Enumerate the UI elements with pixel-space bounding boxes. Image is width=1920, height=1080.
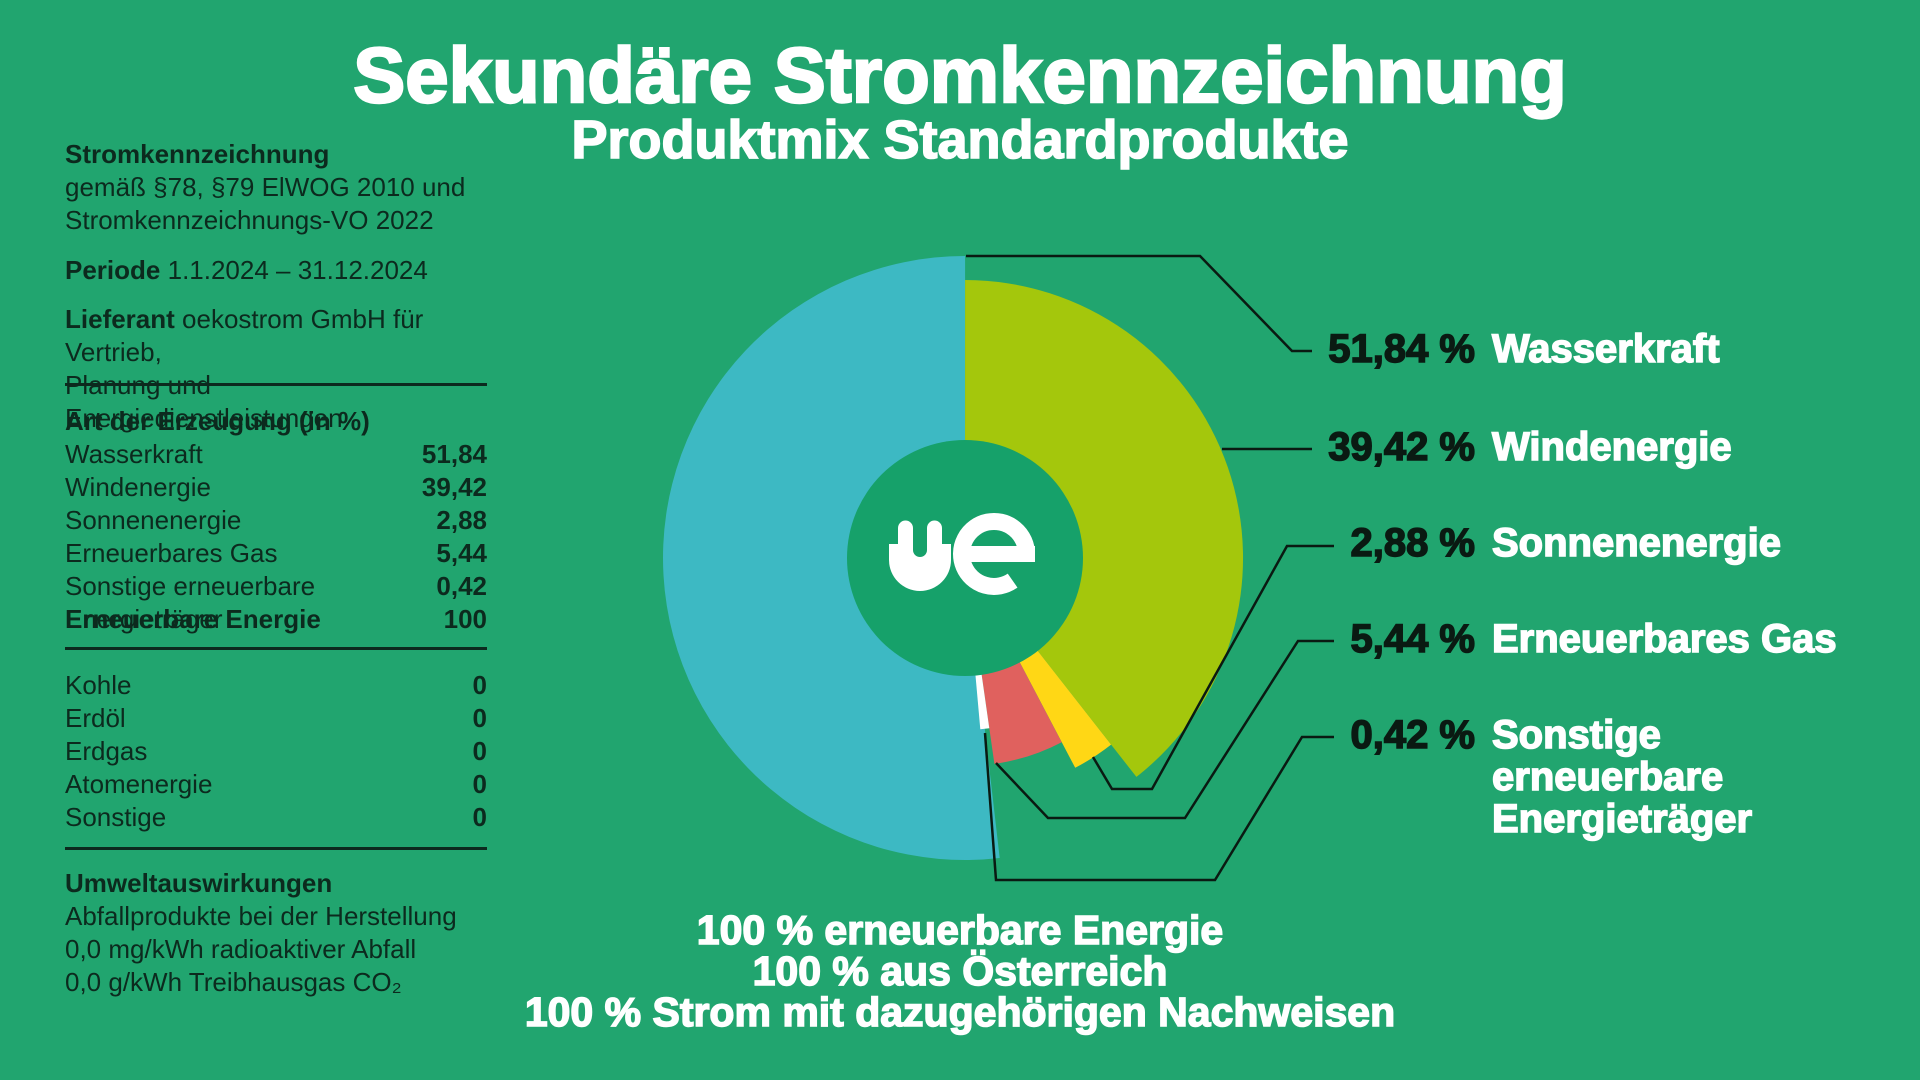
callout-label: Wasserkraft <box>1491 327 1720 371</box>
footer-claims: 100 % erneuerbare Energie 100 % aus Öste… <box>0 907 1920 1035</box>
row-value: 0 <box>472 736 487 766</box>
table-row: Wasserkraft 51,84 <box>65 438 487 471</box>
row-label: Erneuerbares Gas <box>65 538 278 568</box>
callout-label: Erneuerbares Gas <box>1491 617 1837 661</box>
fossil-table: Kohle 0 Erdöl 0 Erdgas 0 Atomenergie 0 S… <box>65 669 487 834</box>
donut-slice-wasserkraft <box>663 255 1000 860</box>
row-value: 100 <box>443 604 487 634</box>
row-value: 0,42 <box>436 571 487 601</box>
row-label: Kohle <box>65 670 132 700</box>
table-row: Erneuerbares Gas 5,44 <box>65 537 487 570</box>
row-value: 39,42 <box>421 472 487 502</box>
umwelt-line-3: 0,0 g/kWh Treibhausgas CO₂ <box>65 967 402 997</box>
callout-row-erneuerbares-gas: 5,44 % Erneuerbares Gas <box>1300 617 1838 661</box>
separator <box>65 847 487 850</box>
production-table-heading: Art der Erzeugung (in %) <box>65 406 370 436</box>
row-value: 0 <box>472 703 487 733</box>
row-label: Erneuerbare Energie <box>65 604 321 634</box>
panel-section-umwelt: Umweltauswirkungen Abfallprodukte bei de… <box>65 867 487 999</box>
periode-label: Periode <box>65 255 161 285</box>
claim-line-2: 100 % aus Österreich <box>752 948 1168 994</box>
row-label: Erdgas <box>65 736 148 766</box>
row-label: Wasserkraft <box>65 439 203 469</box>
donut-slice-windenergie <box>965 280 1244 777</box>
row-value: 0 <box>472 670 487 700</box>
row-label: Erdöl <box>65 703 126 733</box>
table-row: Sonnenenergie 2,88 <box>65 504 487 537</box>
table-row-total: Erneuerbare Energie 100 <box>65 603 487 636</box>
callout-value: 5,44 % <box>1350 617 1476 661</box>
law-line-2: Stromkennzeichnungs-VO 2022 <box>65 205 434 235</box>
callout-label: Sonstige erneuerbare Energieträger <box>1491 713 1753 841</box>
table-row: Sonstige 0 <box>65 801 487 834</box>
row-label: Windenergie <box>65 472 211 502</box>
donut-slices <box>663 255 1244 860</box>
separator <box>65 383 487 386</box>
panel-section-law: Stromkennzeichnung gemäß §78, §79 ElWOG … <box>65 138 487 237</box>
callout-row-windenergie: 39,42 % Windenergie <box>1300 425 1732 469</box>
row-value: 0 <box>472 769 487 799</box>
plug-icon <box>889 520 951 591</box>
page-title: Sekundäre Stromkennzeichnung <box>352 31 1568 119</box>
lieferant-label: Lieferant <box>65 304 175 334</box>
callout-label: Windenergie <box>1491 425 1732 469</box>
umwelt-line-2: 0,0 mg/kWh radioaktiver Abfall <box>65 934 417 964</box>
leader-line-erneuerbares-gas <box>995 639 1334 820</box>
row-value: 5,44 <box>436 538 487 568</box>
umwelt-heading: Umweltauswirkungen <box>65 868 333 898</box>
callout-row-sonnenenergie: 2,88 % Sonnenenergie <box>1300 521 1782 565</box>
table-row: Erdöl 0 <box>65 702 487 735</box>
row-value: 51,84 <box>421 439 487 469</box>
page-subtitle: Produktmix Standardprodukte <box>571 110 1350 170</box>
leader-line-sonnenenergie <box>1091 544 1334 791</box>
periode-value: 1.1.2024 – 31.12.2024 <box>167 255 428 285</box>
panel-heading: Stromkennzeichnung <box>65 139 330 169</box>
umwelt-line-1: Abfallprodukte bei der Herstellung <box>65 901 457 931</box>
letter-e-icon <box>953 512 1035 595</box>
row-value: 0 <box>472 802 487 832</box>
law-line-1: gemäß §78, §79 ElWOG 2010 und <box>65 172 466 202</box>
claim-line-3: 100 % Strom mit dazugehörigen Nachweisen <box>524 989 1396 1035</box>
claim-line-1: 100 % erneuerbare Energie <box>696 907 1224 953</box>
row-label: Atomenergie <box>65 769 213 799</box>
leader-line-sonstige <box>983 732 1334 882</box>
callout-label: Sonnenenergie <box>1491 521 1781 565</box>
callout-row-sonstige: 0,42 % Sonstige erneuerbare Energieträge… <box>1300 713 1753 841</box>
row-label: Sonnenenergie <box>65 505 242 535</box>
row-value: 2,88 <box>436 505 487 535</box>
table-row: Erdgas 0 <box>65 735 487 768</box>
leader-lines <box>966 254 1334 882</box>
letter-e-crossbar <box>957 546 1035 562</box>
panel-section-periode: Periode 1.1.2024 – 31.12.2024 <box>65 254 487 287</box>
separator <box>65 647 487 650</box>
row-label: Sonstige <box>65 802 167 832</box>
callout-value: 39,42 % <box>1327 425 1475 469</box>
oekostrom-logo <box>889 512 1035 595</box>
row-label: Sonstige erneuerbare Energieträger <box>65 571 316 634</box>
table-row: Kohle 0 <box>65 669 487 702</box>
callout-value: 0,42 % <box>1350 713 1476 757</box>
table-row: Windenergie 39,42 <box>65 471 487 504</box>
leader-line-wasserkraft <box>966 254 1312 353</box>
production-table: Art der Erzeugung (in %) Wasserkraft 51,… <box>65 405 487 636</box>
callout-value: 51,84 % <box>1327 327 1475 371</box>
lieferant-value-1: oekostrom GmbH für Vertrieb, <box>65 304 424 367</box>
callout-value: 2,88 % <box>1350 521 1476 565</box>
table-row: Sonstige erneuerbare Energieträger 0,42 <box>65 570 487 634</box>
callout-row-wasserkraft: 51,84 % Wasserkraft <box>1300 327 1720 371</box>
table-row: Atomenergie 0 <box>65 768 487 801</box>
